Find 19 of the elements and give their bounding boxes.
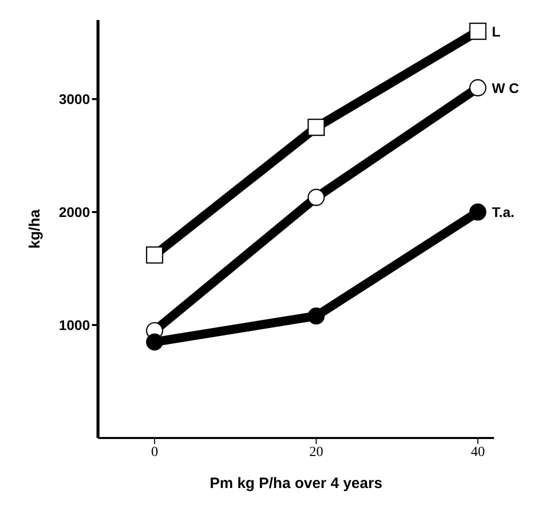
x-tick-label: 40: [470, 444, 485, 460]
point: [308, 118, 325, 136]
y-axis-title: kg/ha: [26, 208, 44, 249]
series-label: W C: [492, 80, 520, 96]
y-tick-label: 1000: [58, 316, 90, 333]
y-tick-label: 2000: [58, 204, 90, 220]
point: [146, 246, 164, 264]
point: [146, 333, 164, 350]
series-label: L: [492, 23, 501, 40]
y-tick-label: 3000: [58, 91, 90, 108]
point: [308, 188, 325, 206]
point: [308, 307, 325, 324]
point: [469, 204, 486, 221]
x-tick-label: 0: [151, 444, 158, 460]
series-label: T.a.: [492, 204, 514, 220]
point: [469, 22, 486, 40]
x-tick-label: 20: [309, 444, 324, 460]
x-axis-title: Pm kg P/ha over 4 years: [210, 475, 382, 492]
point: [469, 79, 486, 96]
